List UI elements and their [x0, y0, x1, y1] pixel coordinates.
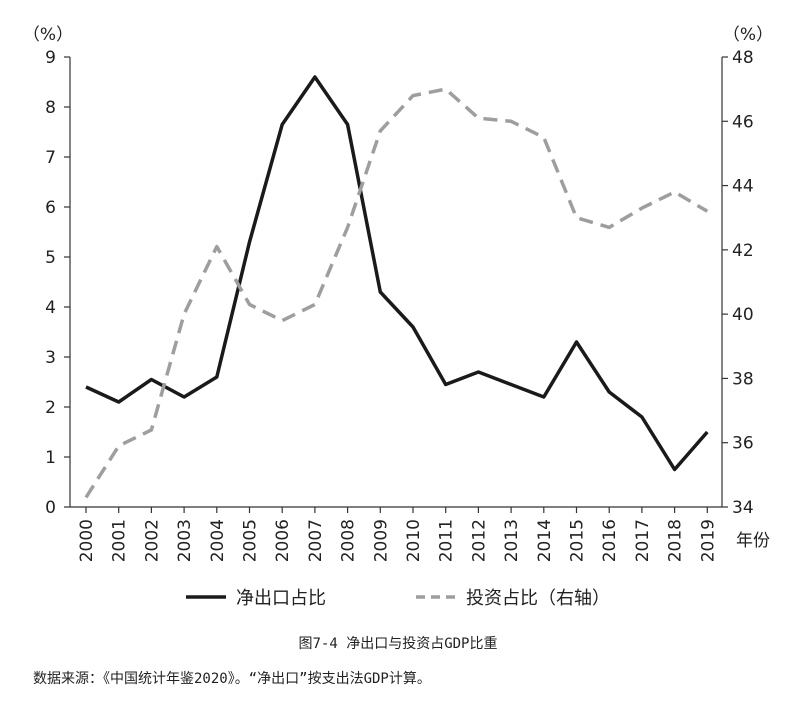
data-source-note: 数据来源：《中国统计年鉴2020》。“净出口”按支出法GDP计算。 [33, 671, 431, 687]
left-tick-label: 8 [45, 98, 56, 118]
right-tick-label: 40 [732, 305, 754, 325]
right-tick-label: 48 [732, 48, 754, 68]
left-tick-label: 6 [45, 198, 56, 218]
x-tick-label: 2017 [633, 519, 653, 562]
left-tick-label: 0 [45, 498, 56, 518]
x-axis-ticks: 2000 2001 2002 2003 2004 2005 2006 2007 2008 2009… [77, 507, 718, 562]
x-tick-label: 2015 [568, 519, 588, 562]
investment-share-line [84, 87, 709, 499]
x-tick-label: 2019 [698, 519, 718, 562]
x-tick-label: 2006 [273, 519, 293, 562]
x-tick-label: 2010 [404, 519, 424, 562]
x-tick-label: 2016 [600, 519, 620, 562]
right-tick-label: 38 [732, 369, 754, 389]
left-tick-label: 3 [45, 348, 56, 368]
x-tick-label: 2000 [77, 519, 97, 562]
x-tick-label: 2013 [502, 519, 522, 562]
left-tick-label: 1 [45, 448, 56, 468]
x-axis-unit: 年份 [736, 531, 770, 551]
left-tick-label: 4 [45, 298, 56, 318]
right-tick-label: 42 [732, 241, 754, 261]
net-export-share-line [85, 75, 709, 472]
x-tick-label: 2005 [241, 519, 261, 562]
legend-label-investment: 投资占比（右轴） [466, 588, 610, 609]
x-tick-label: 2011 [437, 519, 457, 562]
legend-label-net-export: 净出口占比 [236, 588, 326, 609]
x-tick-label: 2008 [339, 519, 359, 562]
left-tick-label: 7 [45, 148, 56, 168]
figure-caption: 图7-4 净出口与投资占GDP比重 [298, 636, 498, 652]
x-tick-label: 2018 [666, 519, 686, 562]
x-tick-label: 2001 [110, 519, 130, 562]
x-tick-label: 2003 [175, 519, 195, 562]
x-tick-label: 2009 [371, 519, 391, 562]
right-tick-label: 44 [732, 177, 754, 197]
x-tick-label: 2002 [142, 519, 162, 562]
legend: 净出口占比 投资占比（右轴） [186, 588, 610, 609]
left-tick-label: 9 [45, 48, 56, 68]
left-axis-ticks: 0 1 2 3 4 5 6 7 8 9 [45, 48, 70, 518]
right-tick-label: 36 [732, 434, 754, 454]
series-layer [84, 75, 709, 499]
left-tick-label: 2 [45, 398, 56, 418]
left-axis-unit: （%） [23, 25, 73, 45]
left-tick-label: 5 [45, 248, 56, 268]
right-tick-label: 34 [732, 498, 754, 518]
x-tick-label: 2004 [208, 519, 228, 562]
x-tick-label: 2014 [535, 519, 555, 562]
right-axis-ticks: 34 36 38 40 42 44 46 48 [722, 48, 754, 518]
right-tick-label: 46 [732, 112, 754, 132]
right-axis-unit: （%） [723, 25, 773, 45]
x-tick-label: 2012 [469, 519, 489, 562]
x-tick-label: 2007 [306, 519, 326, 562]
